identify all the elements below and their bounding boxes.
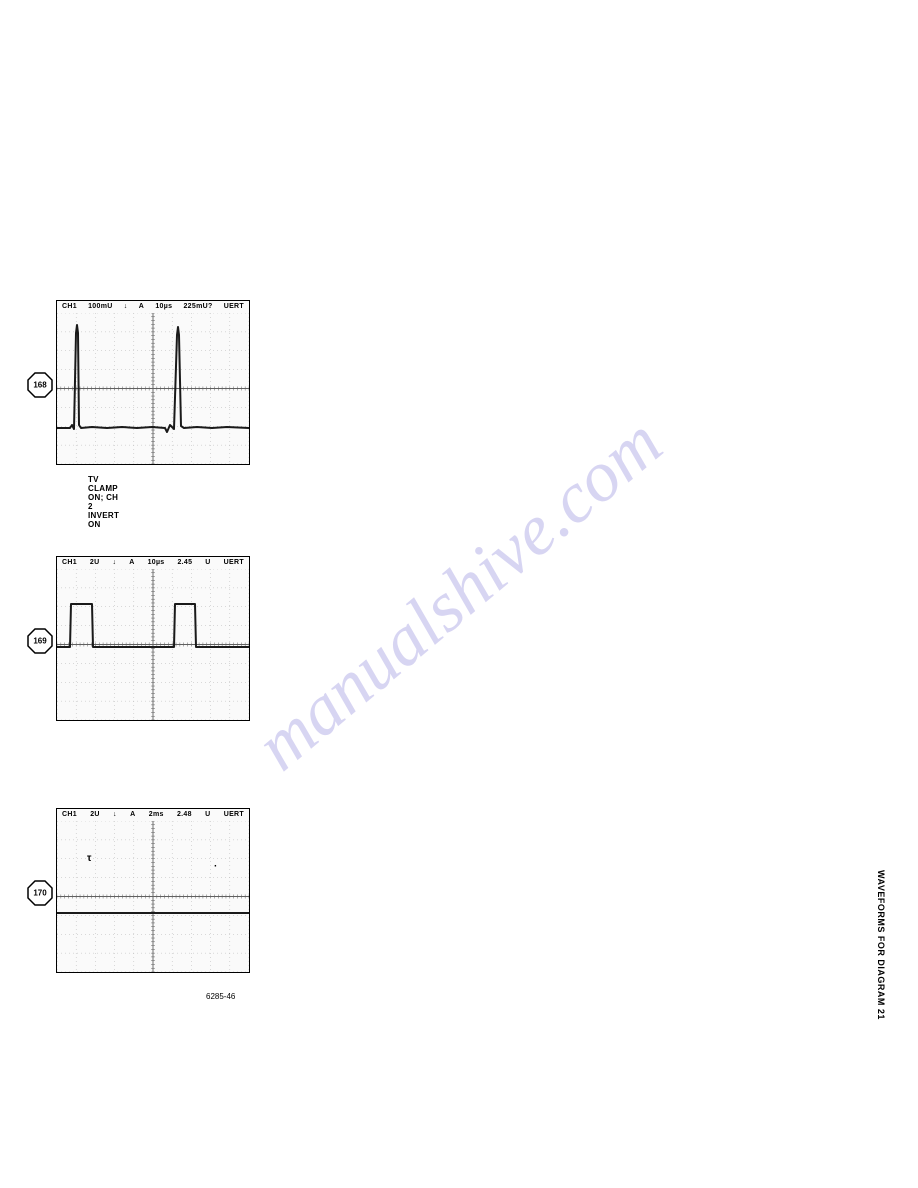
readout-field: A [138, 303, 145, 310]
readout-field: 2U [89, 559, 101, 566]
scope-readout-170: CH1 2U ↓ A 2ms 2.48 U UERT [61, 811, 245, 818]
svg-text:·: · [214, 861, 217, 872]
readout-field: A [129, 811, 136, 818]
readout-field: ↓ [111, 559, 117, 566]
readout-field: 2ms [148, 811, 165, 818]
scope-caption-168: TV CLAMP ON; CH 2 INVERT ON [88, 475, 119, 529]
badge-label: 169 [33, 637, 46, 646]
readout-field: U [204, 559, 211, 566]
scope-readout-169: CH1 2U ↓ A 10µs 2.45 U UERT [61, 559, 245, 566]
scope-badge-169: 169 [27, 628, 53, 654]
scope-frame-169: CH1 2U ↓ A 10µs 2.45 U UERT [56, 556, 250, 721]
badge-label: 170 [33, 889, 46, 898]
scope-readout-168: CH1 100mU ↓ A 10µs 225mU? UERT [61, 303, 245, 310]
readout-field: ↓ [123, 303, 129, 310]
readout-field: 10µs [147, 559, 166, 566]
scope-grid-169 [57, 569, 249, 720]
readout-field: 2.48 [176, 811, 193, 818]
svg-text:τ: τ [87, 853, 92, 864]
scope-grid-168 [57, 313, 249, 464]
readout-field: CH1 [61, 559, 78, 566]
page-side-label: WAVEFORMS FOR DIAGRAM 21 [876, 870, 886, 1020]
scope-badge-170: 170 [27, 880, 53, 906]
scope-grid-170: τ· [57, 821, 249, 972]
scope-frame-170: CH12U↓A2ms2.48UUERT τ· [56, 808, 250, 973]
readout-field: A [128, 559, 135, 566]
scope-frame-168: CH1 100mU ↓ A 10µs 225mU? UERT [56, 300, 250, 465]
readout-field: ↓ [112, 811, 118, 818]
readout-field: UERT [223, 303, 245, 310]
readout-field: 2.45 [176, 559, 193, 566]
badge-label: 168 [33, 381, 46, 390]
readout-field: UERT [223, 559, 245, 566]
readout-field: CH1 [61, 811, 78, 818]
readout-field: CH1 [61, 303, 78, 310]
scope-badge-168: 168 [27, 372, 53, 398]
figure-id: 6285-46 [206, 992, 235, 1001]
readout-field: U [204, 811, 211, 818]
readout-field: 2U [89, 811, 101, 818]
readout-field: 225mU? [182, 303, 213, 310]
readout-field: 100mU [87, 303, 113, 310]
watermark: manualshive.com [240, 401, 678, 787]
readout-field: UERT [223, 811, 245, 818]
readout-field: 10µs [154, 303, 173, 310]
